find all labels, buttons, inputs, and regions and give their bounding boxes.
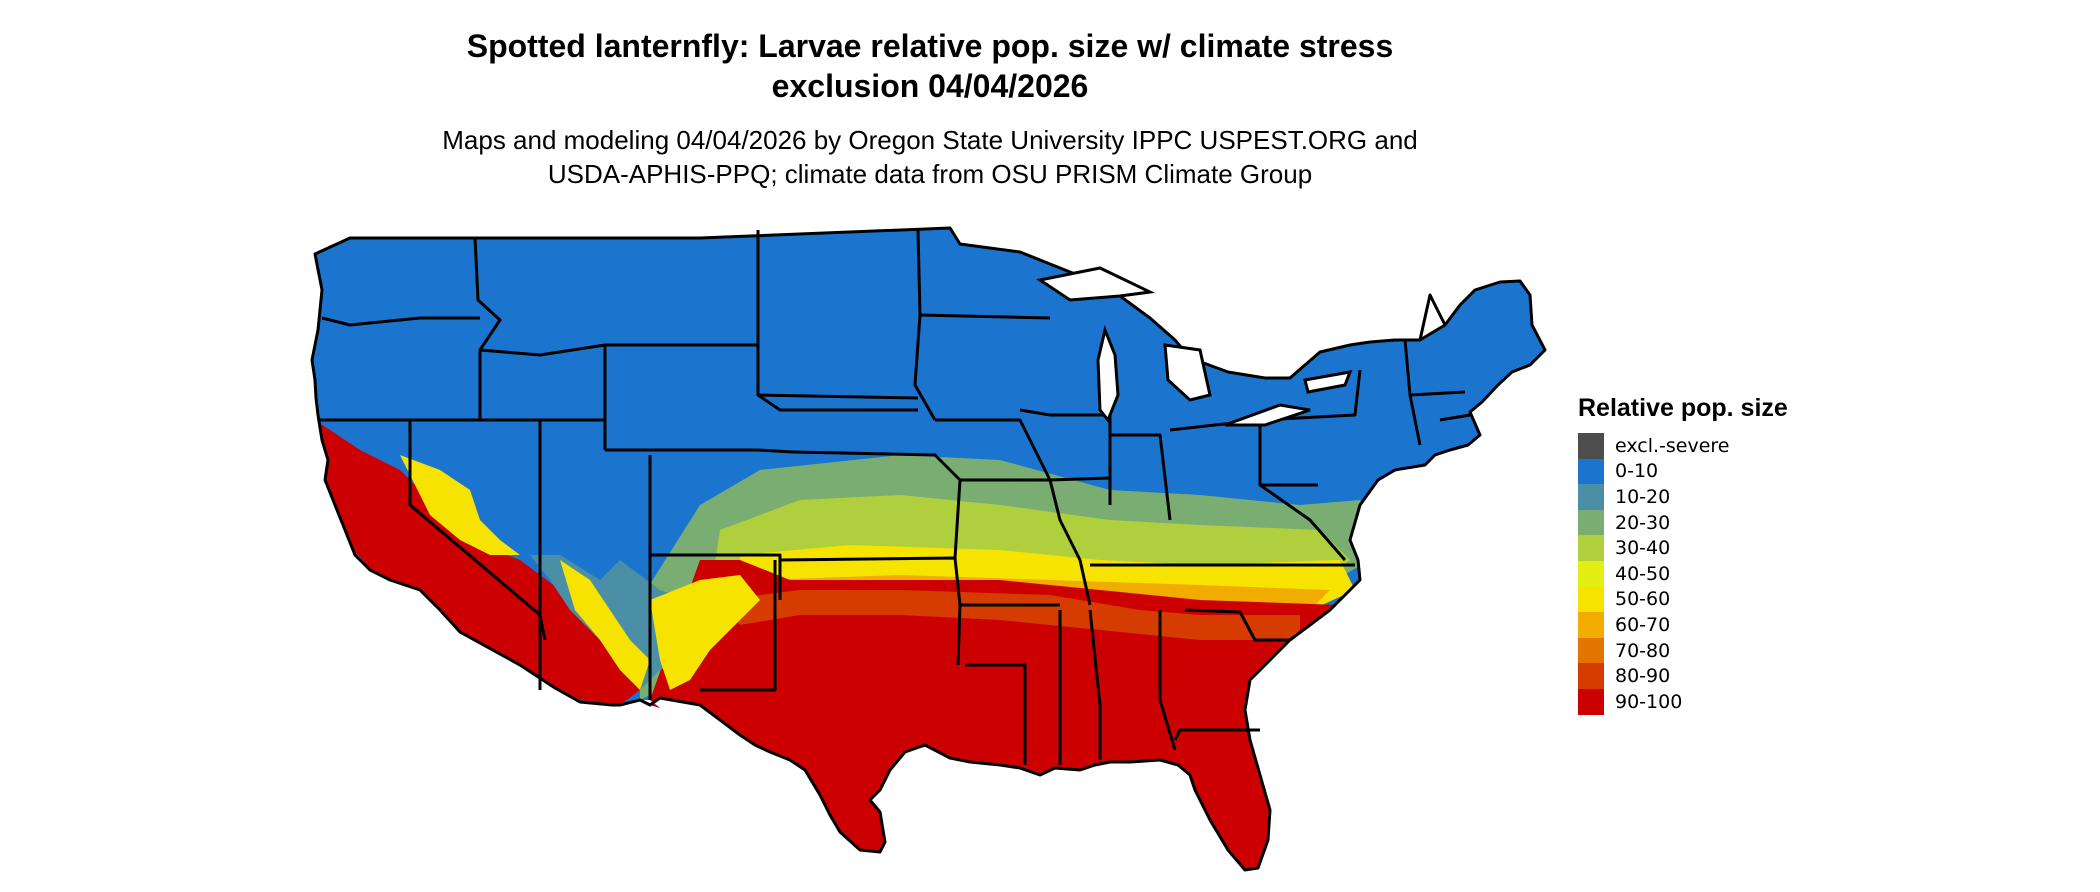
legend-label: 90-100 [1615, 690, 1683, 713]
legend-label: 10-20 [1615, 485, 1671, 508]
legend-swatch [1578, 663, 1604, 689]
legend-swatch [1578, 458, 1604, 485]
state-boundaries [310, 226, 1547, 872]
legend-swatch [1578, 560, 1604, 587]
map-subtitle-line2: USDA-APHIS-PPQ; climate data from OSU PR… [547, 159, 1313, 189]
legend-swatch [1578, 586, 1604, 613]
legend-item: 80-90 [1578, 663, 1788, 689]
map-title-line2: exclusion 04/04/2026 [771, 68, 1089, 104]
legend: Relative pop. size excl.-severe 0-10 10-20… [1578, 393, 1788, 715]
legend-label: 40-50 [1615, 562, 1671, 585]
legend-item: excl.-severe [1578, 433, 1788, 459]
legend-item: 10-20 [1578, 484, 1788, 510]
legend-label: 20-30 [1615, 511, 1671, 534]
legend-item: 20-30 [1578, 509, 1788, 536]
legend-item: 50-60 [1578, 586, 1788, 613]
legend-swatch [1578, 484, 1604, 510]
legend-label: 60-70 [1615, 613, 1671, 636]
legend-swatch [1578, 535, 1604, 561]
legend-item: 0-10 [1578, 458, 1788, 485]
map-subtitle-line1: Maps and modeling 04/04/2026 by Oregon S… [442, 125, 1418, 155]
legend-item: 60-70 [1578, 612, 1788, 638]
legend-swatch [1578, 612, 1604, 638]
legend-items: excl.-severe 0-10 10-20 20-30 30-40 40-50 50-6… [1578, 433, 1788, 715]
legend-swatch [1578, 509, 1604, 536]
legend-label: 80-90 [1615, 665, 1671, 688]
legend-label: 0-10 [1615, 460, 1659, 483]
legend-swatch [1578, 637, 1604, 664]
map-title-line1: Spotted lanternfly: Larvae relative pop.… [466, 28, 1394, 64]
legend-label: 70-80 [1615, 639, 1671, 662]
us-population-map [310, 226, 1547, 872]
map-fill [312, 228, 1545, 870]
legend-label: 30-40 [1615, 537, 1671, 560]
legend-title: Relative pop. size [1578, 394, 1788, 422]
legend-label: excl.-severe [1615, 434, 1730, 457]
legend-item: 40-50 [1578, 560, 1788, 587]
legend-item: 70-80 [1578, 637, 1788, 664]
legend-item: 30-40 [1578, 535, 1788, 561]
legend-label: 50-60 [1615, 588, 1671, 611]
legend-swatch [1578, 688, 1604, 715]
legend-item: 90-100 [1578, 688, 1788, 715]
map-title: Spotted lanternfly: Larvae relative pop.… [0, 26, 1860, 106]
legend-swatch [1578, 433, 1604, 459]
great-lakes [1036, 266, 1353, 427]
map-subtitle: Maps and modeling 04/04/2026 by Oregon S… [0, 123, 1860, 191]
